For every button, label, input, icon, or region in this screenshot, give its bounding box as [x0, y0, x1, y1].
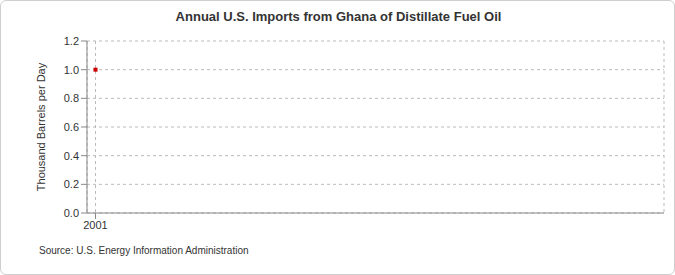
- svg-text:1.2: 1.2: [64, 35, 79, 47]
- svg-text:0.2: 0.2: [64, 178, 79, 190]
- svg-text:2001: 2001: [83, 219, 107, 231]
- svg-text:Thousand Barrels per Day: Thousand Barrels per Day: [35, 62, 47, 191]
- html-text:Source: U.S. Energy Informatio: Source: U.S. Energy Information Administ…: [39, 245, 249, 256]
- svg-text:0.0: 0.0: [64, 207, 79, 219]
- svg-text:0.8: 0.8: [64, 92, 79, 104]
- svg-text:1.0: 1.0: [64, 64, 79, 76]
- svg-text:0.4: 0.4: [64, 150, 79, 162]
- html-text:Annual U.S. Imports from Ghana: Annual U.S. Imports from Ghana of Distil…: [175, 9, 502, 24]
- svg-text:0.6: 0.6: [64, 121, 79, 133]
